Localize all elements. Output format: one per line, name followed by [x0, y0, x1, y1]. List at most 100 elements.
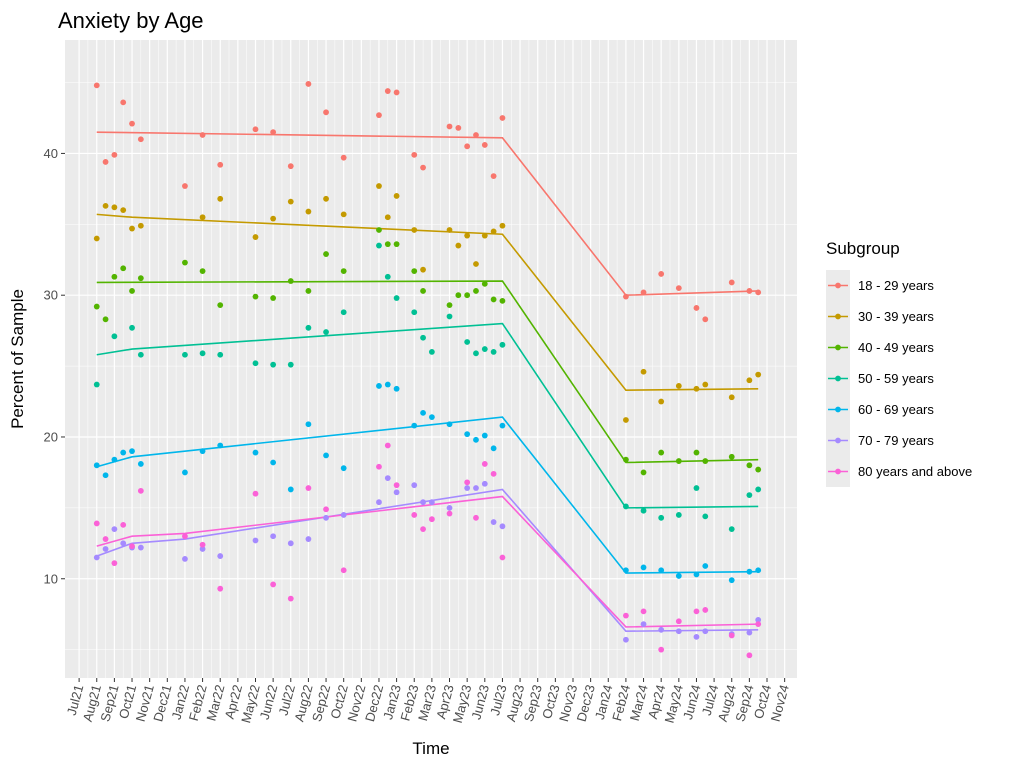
data-point [305, 485, 312, 491]
data-point [623, 503, 629, 510]
data-point [481, 346, 488, 352]
data-point [384, 88, 391, 94]
data-point [137, 487, 144, 494]
data-point [111, 273, 118, 280]
data-point [455, 292, 462, 299]
data-point [217, 351, 224, 358]
data-point [129, 543, 135, 550]
data-point [93, 381, 100, 388]
data-point [411, 512, 418, 518]
data-point [199, 350, 206, 357]
data-point [499, 554, 506, 561]
legend-point [835, 282, 841, 289]
data-point [287, 540, 294, 547]
data-point [446, 504, 453, 511]
legend-items: 18 - 29 years 30 - 39 years 40 - 49 years 5… [826, 270, 972, 487]
data-point [270, 295, 277, 301]
data-point [675, 512, 682, 518]
x-axis-title: Time [412, 739, 449, 758]
data-point [393, 193, 400, 199]
data-point [376, 242, 382, 249]
data-point [411, 309, 418, 316]
data-point [252, 449, 259, 456]
data-point [658, 449, 665, 456]
data-point [287, 198, 294, 205]
data-point [287, 163, 294, 170]
data-point [111, 333, 118, 340]
legend: Subgroup 18 - 29 years 30 - 39 years 40 - … [826, 239, 972, 487]
data-point [340, 309, 347, 316]
data-point [420, 499, 426, 506]
data-point [102, 536, 109, 542]
data-point [182, 469, 188, 476]
data-point [464, 143, 471, 150]
data-point [658, 398, 665, 405]
data-point [623, 293, 629, 300]
y-tick-label: 40 [44, 146, 58, 161]
data-point [755, 616, 762, 623]
trend-line [96, 416, 759, 574]
data-point [728, 453, 735, 460]
data-point [102, 202, 109, 209]
data-point [384, 442, 391, 449]
data-point [640, 289, 647, 296]
legend-label: 70 - 79 years [858, 433, 934, 448]
data-point [728, 526, 735, 533]
data-point [252, 293, 259, 300]
data-point [658, 567, 665, 574]
data-point [323, 195, 329, 202]
data-point [199, 448, 206, 455]
data-point [305, 536, 312, 542]
data-point [490, 228, 497, 235]
data-point [499, 422, 506, 429]
data-point [340, 567, 347, 574]
data-point [473, 436, 479, 443]
data-point [481, 432, 488, 439]
data-point [323, 329, 329, 335]
data-point [376, 183, 382, 189]
data-point [658, 271, 665, 277]
data-point [473, 350, 479, 357]
data-point [702, 513, 709, 520]
legend-item: 80 years and above [826, 456, 972, 487]
data-point [464, 292, 471, 299]
data-point [755, 621, 762, 628]
data-point [658, 626, 665, 633]
data-point [305, 208, 312, 215]
data-point [120, 207, 127, 214]
data-point [393, 241, 400, 248]
data-point [675, 458, 682, 464]
data-point [270, 361, 277, 368]
data-point [129, 324, 135, 331]
data-point [270, 459, 277, 466]
legend-point [835, 344, 841, 351]
data-point [490, 296, 497, 303]
data-point [137, 461, 144, 467]
data-point [640, 469, 647, 476]
data-point [305, 288, 312, 294]
data-point [217, 585, 224, 592]
data-point [755, 466, 762, 473]
legend-item: 60 - 69 years [826, 394, 934, 425]
data-point [323, 251, 329, 257]
data-point [340, 268, 347, 274]
legend-label: 30 - 39 years [858, 309, 934, 324]
data-point [464, 485, 471, 491]
data-point [420, 334, 426, 341]
data-point [129, 288, 135, 294]
legend-item: 40 - 49 years [826, 332, 934, 363]
data-point [137, 544, 144, 551]
data-point [420, 266, 426, 273]
data-point [393, 295, 400, 301]
plot-panel [65, 40, 797, 678]
data-point [199, 268, 206, 274]
data-point [746, 568, 753, 575]
data-point [746, 377, 753, 384]
data-point [323, 514, 329, 521]
data-point [746, 652, 753, 659]
data-point [270, 215, 277, 222]
data-point [675, 628, 682, 635]
data-point [693, 633, 700, 640]
data-point [658, 514, 665, 521]
